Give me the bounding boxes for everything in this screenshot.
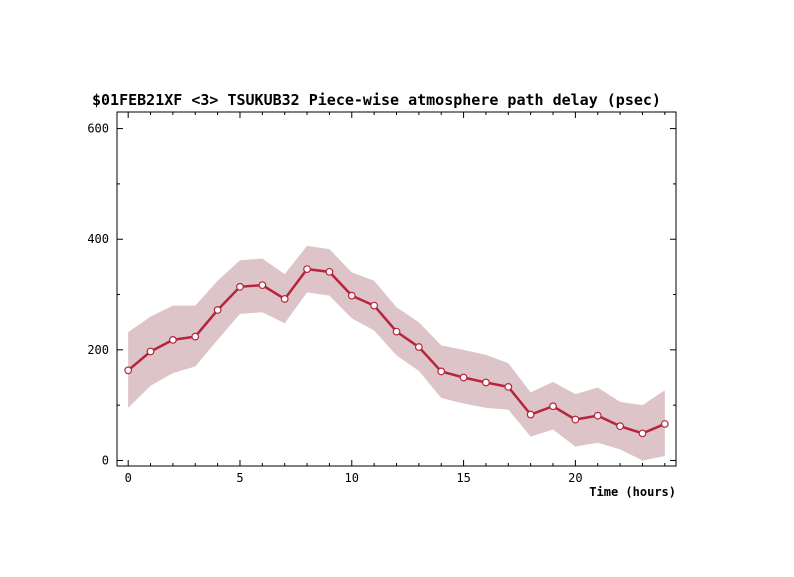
data-point bbox=[414, 343, 423, 351]
band-area bbox=[128, 245, 665, 461]
data-point bbox=[482, 378, 490, 387]
data-point bbox=[571, 415, 580, 424]
data-point bbox=[459, 373, 468, 382]
data-point bbox=[593, 411, 602, 420]
x-tick-label: 20 bbox=[568, 471, 582, 485]
x-tick-labels: 0 5 10 15 20 bbox=[125, 471, 583, 485]
chart-title: $01FEB21XF <3> TSUKUB32 Piece-wise atmos… bbox=[92, 91, 661, 109]
data-point bbox=[258, 281, 267, 290]
data-point bbox=[146, 347, 155, 356]
x-axis-label: Time (hours) bbox=[589, 485, 676, 499]
data-point bbox=[660, 420, 669, 428]
y-tick-label: 600 bbox=[87, 122, 109, 136]
data-point bbox=[437, 367, 446, 376]
data-point bbox=[638, 429, 647, 438]
data-point bbox=[370, 301, 379, 310]
data-point bbox=[616, 422, 624, 431]
data-point bbox=[549, 402, 557, 411]
y-tick-label: 0 bbox=[102, 453, 109, 467]
data-point bbox=[280, 295, 289, 303]
data-point bbox=[526, 410, 535, 419]
uncertainty-band bbox=[128, 245, 665, 461]
data-point bbox=[392, 327, 401, 336]
data-point bbox=[124, 366, 133, 375]
data-point bbox=[303, 265, 311, 273]
x-tick-label: 15 bbox=[456, 471, 470, 485]
data-point bbox=[325, 267, 334, 276]
data-point bbox=[347, 291, 356, 300]
y-tick-label: 200 bbox=[87, 343, 109, 357]
data-point bbox=[236, 282, 244, 291]
data-point bbox=[168, 335, 177, 344]
data-point bbox=[191, 332, 200, 341]
x-tick-label: 5 bbox=[236, 471, 243, 485]
axis-ticks bbox=[117, 112, 676, 466]
x-tick-label: 0 bbox=[125, 471, 132, 485]
y-tick-label: 400 bbox=[87, 232, 109, 246]
data-markers bbox=[124, 265, 669, 438]
data-point bbox=[504, 383, 513, 391]
y-tick-labels: 0 200 400 600 bbox=[87, 122, 109, 468]
x-tick-label: 10 bbox=[345, 471, 359, 485]
data-point bbox=[213, 306, 222, 314]
